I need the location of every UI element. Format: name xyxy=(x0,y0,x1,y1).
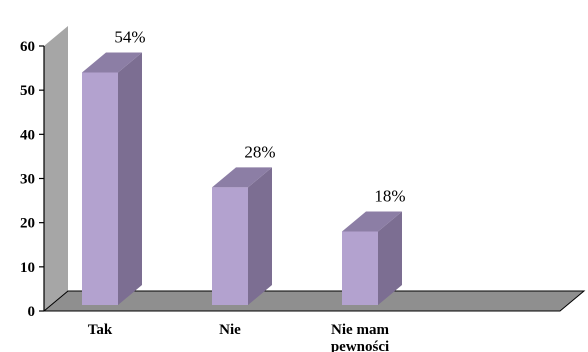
bar-front xyxy=(342,231,378,305)
category-label: Nie mam pewności xyxy=(331,322,390,352)
bar-front xyxy=(82,72,118,305)
side-wall xyxy=(44,26,68,311)
bars xyxy=(82,52,402,305)
y-axis: 0 10 20 30 40 50 60 xyxy=(20,39,45,320)
y-tick-label: 40 xyxy=(20,127,35,143)
y-tick-label: 50 xyxy=(20,83,35,99)
y-tick-label: 30 xyxy=(20,172,35,188)
category-label: Tak xyxy=(88,322,113,338)
bar xyxy=(342,211,402,305)
category-labels: Tak Nie Nie mam pewności xyxy=(88,322,390,352)
bar-side xyxy=(118,52,142,305)
bar-side xyxy=(248,167,272,305)
data-label: 54% xyxy=(114,28,145,47)
y-tick-label: 60 xyxy=(20,39,35,55)
y-tick-label: 10 xyxy=(20,260,35,276)
bar-front xyxy=(212,187,248,305)
bar-top xyxy=(82,52,142,73)
category-label: Nie xyxy=(219,322,241,338)
bar-top xyxy=(342,211,402,232)
y-tick-label: 20 xyxy=(20,216,35,232)
data-labels: 54% 28% 18% xyxy=(114,28,405,206)
chart-backdrop xyxy=(42,26,586,312)
floor xyxy=(42,290,586,312)
y-tick-label: 0 xyxy=(28,304,36,320)
bar-side xyxy=(378,211,402,305)
bar xyxy=(82,52,142,305)
bar xyxy=(212,167,272,305)
data-label: 28% xyxy=(244,142,275,161)
data-label: 18% xyxy=(374,187,405,206)
bar-top xyxy=(212,167,272,188)
